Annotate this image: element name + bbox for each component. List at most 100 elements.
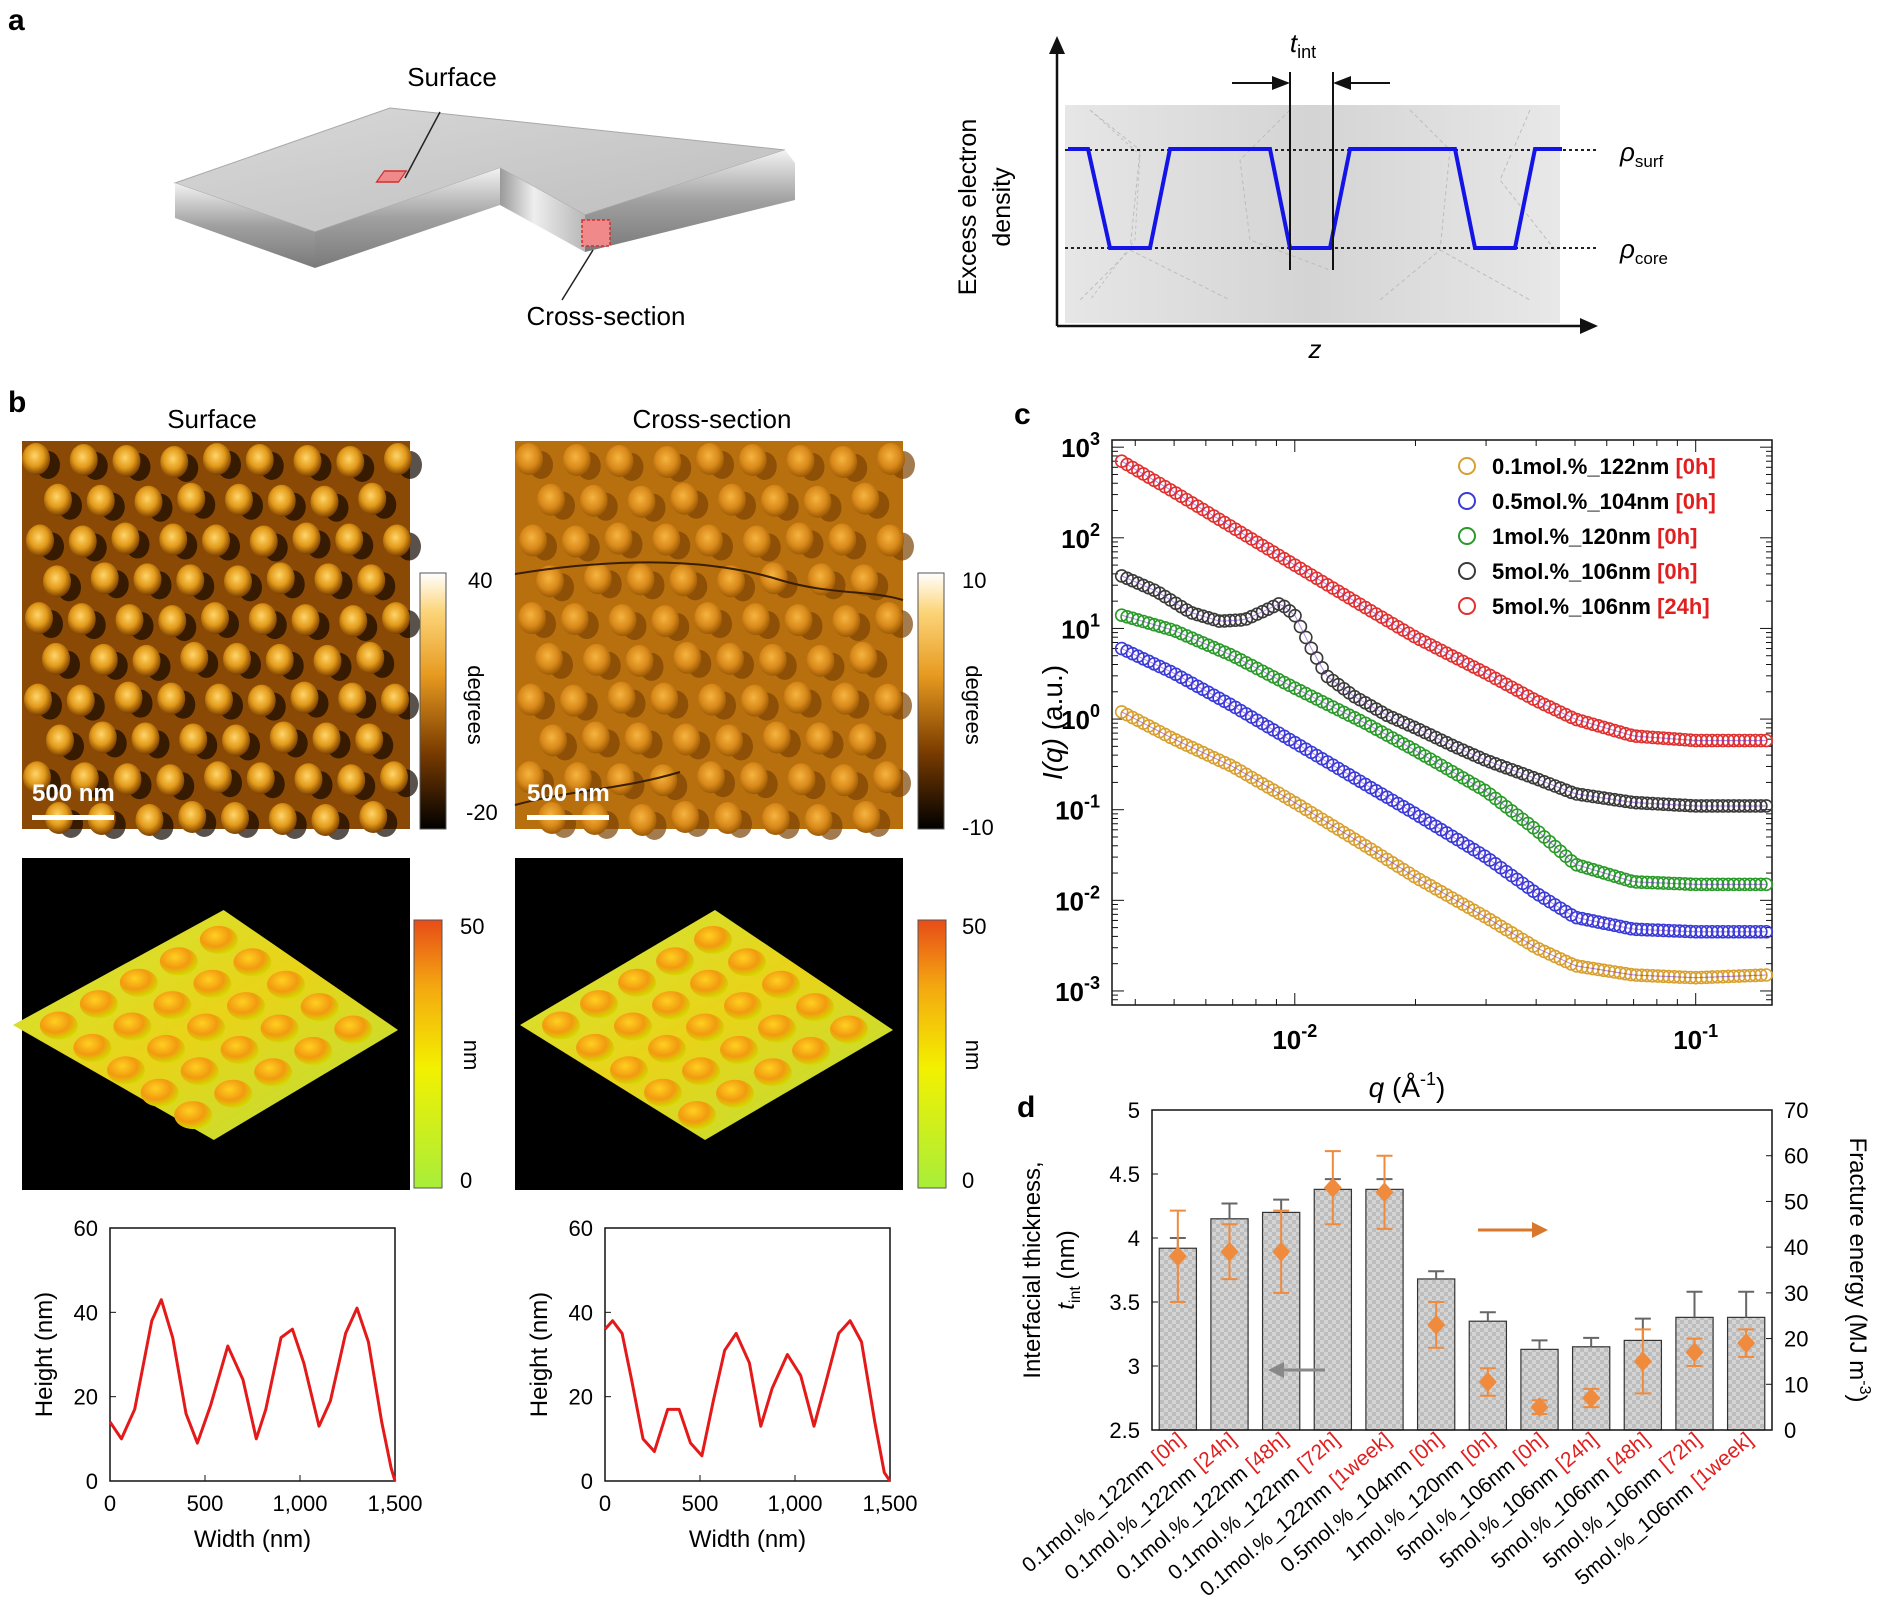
phase-domain xyxy=(697,761,725,794)
phase-domain xyxy=(221,802,249,834)
saxs-point xyxy=(1580,960,1595,975)
phase-domain xyxy=(358,482,387,515)
phase-domain xyxy=(761,803,790,835)
topography-bump xyxy=(678,1101,716,1130)
topography-bump xyxy=(193,969,232,998)
saxs-fit-line xyxy=(1121,614,1767,885)
x-tick-label: 0 xyxy=(599,1491,611,1516)
y-tick-label: 10-1 xyxy=(1055,792,1100,826)
y-tick-label: 60 xyxy=(74,1216,98,1241)
phase-surface-colorbar-gradient xyxy=(419,572,447,830)
thickness-bar xyxy=(1313,1188,1353,1431)
thickness-bar xyxy=(1520,1348,1559,1431)
saxs-point xyxy=(1580,788,1595,803)
phase-domain xyxy=(135,804,164,836)
fracture-diamond xyxy=(1685,1342,1704,1363)
x-tick-label: 1,500 xyxy=(862,1491,917,1516)
phase-domain xyxy=(249,525,278,558)
fracture-diamond xyxy=(1168,1246,1187,1267)
fracture-diamond xyxy=(1582,1388,1601,1408)
phase-domain xyxy=(268,803,297,835)
phase-domain xyxy=(784,604,813,637)
saxs-series xyxy=(1114,608,1774,892)
phase-domain xyxy=(290,681,319,714)
phase-domain xyxy=(223,642,251,675)
x-tick-label: 1,000 xyxy=(272,1491,327,1516)
saxs-point xyxy=(1618,920,1633,935)
topography-bump xyxy=(300,993,339,1022)
y-tick-label: 103 xyxy=(1061,429,1100,463)
phase-domain xyxy=(804,804,833,836)
saxs-series xyxy=(1114,569,1774,813)
tint-arrowhead-left xyxy=(1272,76,1290,90)
saxs-point xyxy=(1624,967,1638,982)
tint-label: tint xyxy=(1290,28,1316,62)
y-tick-right-label: 40 xyxy=(1784,1235,1808,1260)
y-tick-label: 40 xyxy=(74,1300,98,1325)
phase-domain xyxy=(758,643,787,676)
topography-bump xyxy=(830,1015,868,1044)
saxs-point xyxy=(1299,630,1313,645)
phase-domain xyxy=(247,684,276,717)
phase-cross-colorbar-gradient xyxy=(917,572,945,830)
plot-frame xyxy=(604,1227,891,1482)
phase-domain xyxy=(672,723,701,756)
thickness-error-bar xyxy=(1531,1339,1548,1350)
y-tick-right-label: 0 xyxy=(1784,1418,1796,1443)
saxs-point xyxy=(1602,964,1616,978)
phase-domain xyxy=(355,723,384,756)
thickness-error-bar xyxy=(1428,1270,1445,1279)
phase-domain xyxy=(310,485,339,518)
legend-entry: 1mol.%_120nm [0h] xyxy=(1492,524,1697,549)
panel-b-label: b xyxy=(8,386,26,419)
phase-domain xyxy=(717,565,745,598)
topography-bump xyxy=(214,1079,253,1108)
topography-bump xyxy=(652,991,690,1020)
y-tick-label: 102 xyxy=(1061,520,1100,554)
density-profile: tint ρsurf ρcore z Excess electron densi… xyxy=(954,28,1668,364)
topography-bump xyxy=(147,1034,185,1063)
phase-domain xyxy=(876,524,904,557)
topography-bump xyxy=(227,992,265,1021)
bar-y-label-line2: tint (nm) xyxy=(1053,1230,1084,1310)
saxs-point xyxy=(1607,792,1622,807)
topography-surface-bumps xyxy=(39,925,373,1130)
grain-boundaries xyxy=(1089,109,1141,301)
phase-domain xyxy=(202,524,230,557)
saxs-point xyxy=(1607,965,1622,979)
topography-3d-surface xyxy=(12,858,410,1190)
profile-y-label-2: density xyxy=(988,167,1016,247)
phase-domain xyxy=(625,644,654,677)
topography-bump xyxy=(762,970,800,999)
phase-domain xyxy=(88,721,117,754)
saxs-point xyxy=(1613,966,1627,980)
left-axis-arrowhead xyxy=(1268,1362,1284,1378)
topography-bump xyxy=(140,1078,179,1107)
fracture-diamond xyxy=(1427,1314,1446,1335)
phase-domain xyxy=(803,485,832,518)
y-tick-right-label: 20 xyxy=(1784,1327,1808,1352)
phase-domain xyxy=(718,483,746,516)
x-tick-label: 1,000 xyxy=(767,1491,822,1516)
phase-domain xyxy=(205,683,233,716)
saxs-point xyxy=(1569,787,1584,801)
sample-block: Surface Cross-section xyxy=(173,62,795,331)
phase-domain xyxy=(653,446,682,478)
legend-entry: 0.1mol.%_122nm [0h] xyxy=(1492,454,1716,479)
saxs-point xyxy=(1591,790,1606,805)
phase-domain xyxy=(294,763,323,796)
scale-bar-surface xyxy=(32,815,114,820)
phase-domain xyxy=(696,443,724,475)
saxs-series xyxy=(1114,641,1774,939)
phase-domain xyxy=(293,445,322,477)
phase-domain xyxy=(830,764,859,797)
phase-domain xyxy=(111,522,140,555)
height-cross-colorbar: 50 0 nm xyxy=(917,914,986,1193)
cross-section-label: Cross-section xyxy=(527,301,686,331)
topography-bump xyxy=(254,1058,293,1087)
phase-domain xyxy=(177,482,206,515)
phase-domain xyxy=(86,484,115,517)
saxs-point xyxy=(1596,791,1611,805)
phase-cross-colorbar-min: -10 xyxy=(962,815,994,840)
bar-y-right-label: Fracture energy (MJ m-3) xyxy=(1844,1138,1873,1403)
